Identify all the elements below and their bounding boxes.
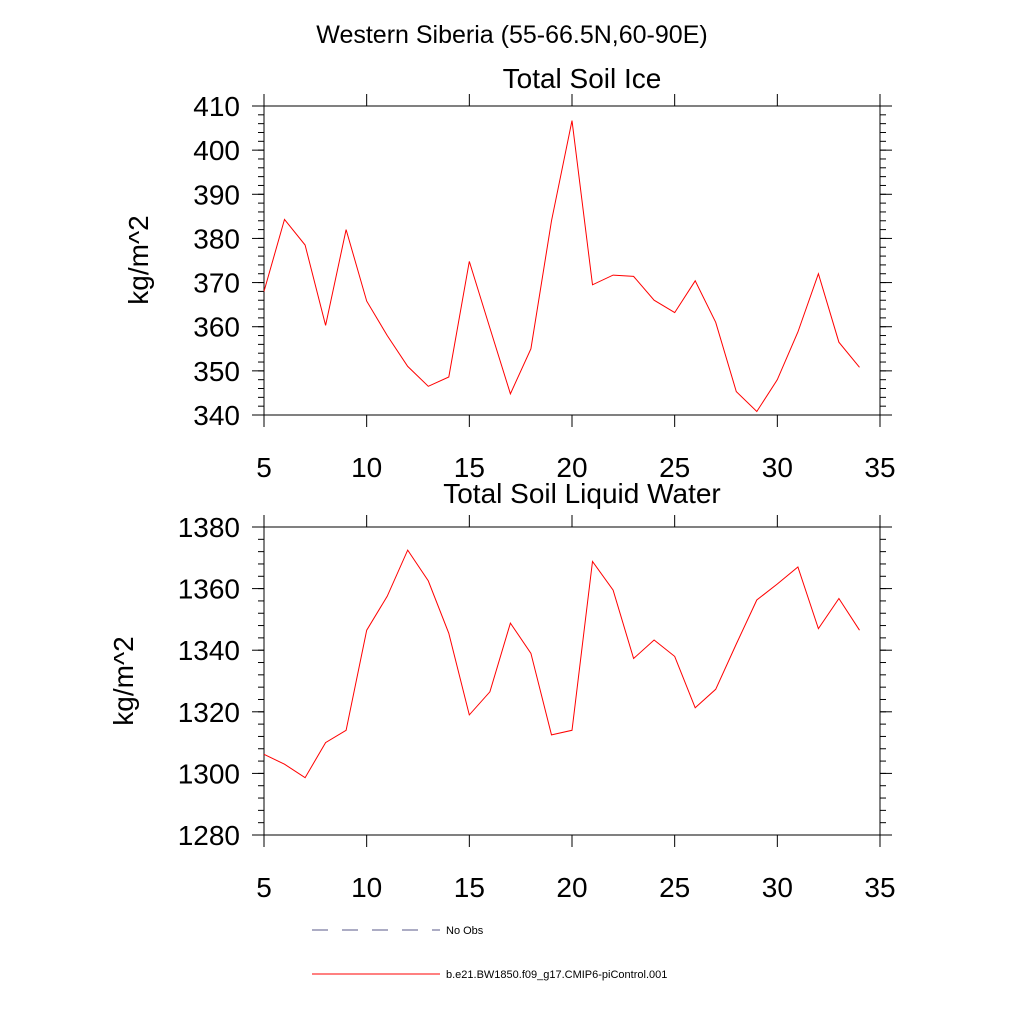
y-tick-label: 1360 [178, 574, 240, 605]
x-tick-label: 30 [762, 872, 793, 903]
figure-title: Western Siberia (55-66.5N,60-90E) [316, 21, 707, 49]
panel-soil-liquid-water: Total Soil Liquid Water kg/m^2 5 10 15 20 25 30… [108, 478, 896, 903]
plot-frame [263, 105, 881, 416]
legend: No Obs b.e21.BW1850.f09_g17.CMIP6-piCont… [312, 925, 667, 981]
x-tick-label: 5 [256, 872, 272, 903]
x-tick-label: 15 [454, 872, 485, 903]
x-tick-label: 10 [351, 872, 382, 903]
x-tick-label: 35 [864, 452, 895, 483]
x-tick-label: 20 [556, 872, 587, 903]
x-tick-label: 10 [351, 452, 382, 483]
y-tick-label: 1380 [178, 512, 240, 543]
y-tick-label: 1300 [178, 758, 240, 789]
x-tick-label: 20 [556, 452, 587, 483]
y-axis-label: kg/m^2 [123, 215, 154, 304]
x-tick-label: 25 [659, 452, 690, 483]
legend-model-label: b.e21.BW1850.f09_g17.CMIP6-piControl.001 [446, 969, 667, 981]
series-line [263, 549, 860, 779]
y-tick-label: 360 [193, 312, 240, 343]
y-tick-label: 1320 [178, 697, 240, 728]
x-tick-label: 15 [454, 452, 485, 483]
y-tick-label: 390 [193, 179, 240, 210]
y-tick-label: 1340 [178, 635, 240, 666]
panel-soil-ice: Total Soil Ice kg/m^2 5 10 15 20 25 30 35 340 350 3… [123, 63, 896, 483]
legend-obs-label: No Obs [446, 925, 484, 937]
panel-title: Total Soil Ice [503, 63, 662, 94]
y-axis-label: kg/m^2 [108, 636, 139, 725]
y-tick-label: 400 [193, 135, 240, 166]
x-tick-label: 30 [762, 452, 793, 483]
y-tick-label: 350 [193, 356, 240, 387]
x-tick-label: 35 [864, 872, 895, 903]
x-tick-label: 5 [256, 452, 272, 483]
y-tick-label: 380 [193, 223, 240, 254]
y-tick-label: 340 [193, 400, 240, 431]
panel-title: Total Soil Liquid Water [443, 478, 721, 509]
series-line [263, 120, 860, 413]
y-tick-label: 370 [193, 268, 240, 299]
x-tick-label: 25 [659, 872, 690, 903]
y-tick-label: 1280 [178, 820, 240, 851]
y-tick-label: 410 [193, 91, 240, 122]
